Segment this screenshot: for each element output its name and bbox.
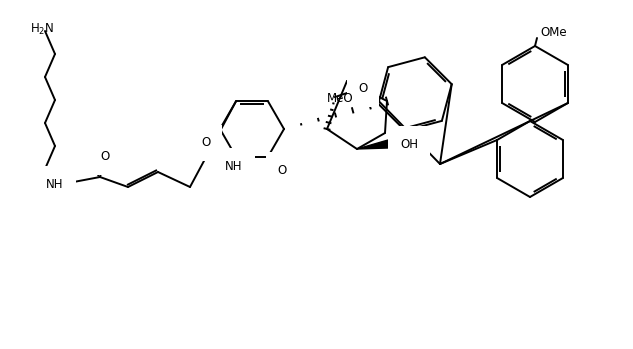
Text: NH: NH — [225, 160, 242, 173]
Text: OMe: OMe — [540, 25, 567, 38]
Text: H$_2$N: H$_2$N — [30, 21, 54, 37]
Text: O: O — [101, 150, 110, 163]
Text: NH: NH — [46, 178, 64, 191]
Text: O: O — [277, 164, 287, 177]
Text: MeO: MeO — [327, 92, 353, 105]
Polygon shape — [357, 140, 388, 149]
Text: OH: OH — [400, 138, 418, 150]
Text: O: O — [358, 82, 368, 96]
Text: O: O — [201, 136, 211, 149]
